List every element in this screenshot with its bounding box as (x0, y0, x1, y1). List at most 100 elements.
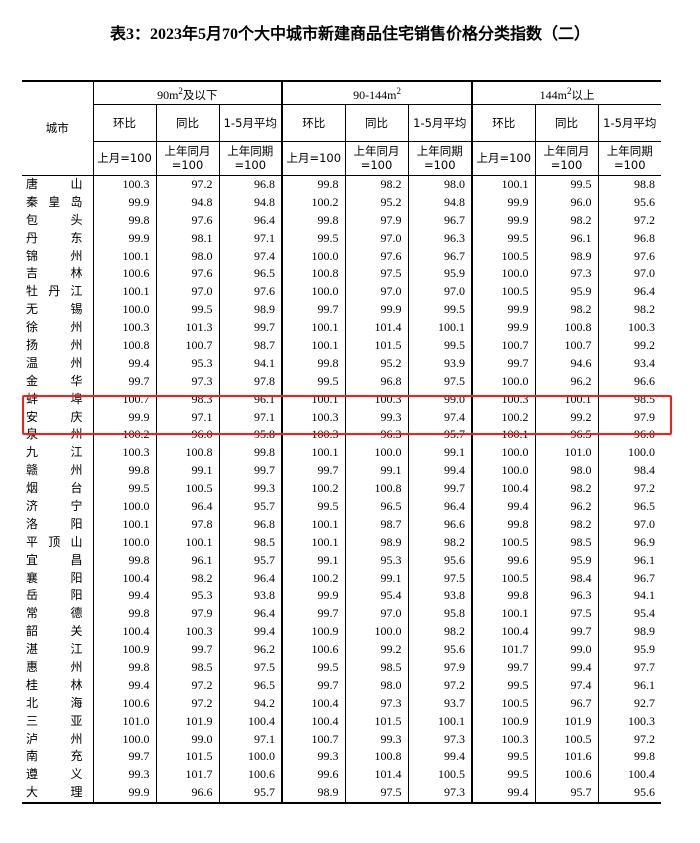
index-value: 101.3 (155, 318, 219, 337)
index-value: 99.9 (92, 193, 156, 212)
index-value: 99.8 (92, 658, 156, 677)
index-value: 99.7 (471, 658, 536, 677)
index-value: 97.2 (597, 479, 662, 498)
index-value: 100.5 (471, 569, 536, 587)
index-value: 100.1 (281, 443, 346, 462)
table-row: 温州 99.4 95.3 94.1 99.8 95.2 93.9 99.7 94.6 93.4 (22, 354, 662, 373)
table-row: 安庆 99.9 97.1 97.1 100.3 99.3 97.4 100.2 99.2 97.9 (22, 408, 662, 426)
index-value: 96.2 (534, 497, 599, 516)
index-value: 97.0 (597, 515, 662, 534)
index-value: 99.4 (407, 748, 473, 766)
index-value: 99.7 (92, 748, 156, 766)
index-value: 99.5 (471, 765, 536, 784)
index-value: 99.5 (471, 229, 536, 248)
index-value: 101.5 (344, 336, 409, 355)
index-value: 98.2 (155, 569, 219, 587)
index-value: 97.3 (344, 694, 409, 713)
index-value: 101.6 (534, 748, 599, 766)
city-name: 三亚 (26, 713, 83, 728)
index-value: 95.9 (534, 551, 599, 570)
index-value: 96.1 (597, 676, 662, 695)
index-value: 98.5 (218, 533, 283, 552)
index-value: 96.2 (534, 372, 599, 391)
index-value: 100.0 (344, 622, 409, 641)
index-value: 100.1 (407, 318, 473, 337)
index-value: 98.4 (534, 569, 599, 587)
subheader-1: 同比 (155, 103, 220, 142)
group-header: 90m2及以下 (92, 80, 283, 105)
index-value: 99.1 (281, 551, 346, 570)
index-value: 98.8 (597, 175, 662, 194)
city-name: 常德 (26, 606, 83, 621)
subheader-0: 环比 (471, 103, 536, 142)
index-value: 98.2 (344, 175, 409, 194)
index-value: 100.1 (155, 533, 219, 552)
index-value: 100.8 (344, 479, 409, 498)
index-value: 97.1 (155, 408, 219, 426)
index-value: 95.6 (597, 193, 662, 212)
index-value: 95.9 (407, 264, 473, 283)
city-name: 包头 (26, 212, 83, 227)
index-value: 93.7 (407, 694, 473, 713)
index-value: 95.6 (597, 783, 662, 804)
index-value: 100.3 (281, 408, 346, 426)
table-row: 洛阳 100.1 97.8 96.8 100.1 98.7 96.6 99.8 98.2 97.0 (22, 515, 662, 534)
index-value: 97.6 (155, 264, 219, 283)
index-value: 95.2 (344, 193, 409, 212)
index-value: 95.7 (218, 497, 283, 516)
index-value: 96.2 (218, 640, 283, 659)
base-2: 上年同期=100 (597, 140, 662, 176)
index-value: 100.1 (92, 282, 156, 301)
table-row: 三亚 101.0 101.9 100.4 100.4 101.5 100.1 100.9 101… (22, 712, 662, 731)
index-value: 100.4 (281, 694, 346, 713)
base-0: 上月=100 (281, 140, 346, 176)
index-value: 101.5 (344, 712, 409, 731)
index-value: 99.5 (281, 658, 346, 677)
city-name: 温州 (26, 355, 83, 370)
index-value: 97.7 (597, 658, 662, 677)
index-value: 100.3 (155, 622, 219, 641)
index-value: 99.8 (281, 354, 346, 373)
city-name: 韶关 (26, 624, 83, 639)
index-value: 100.0 (92, 533, 156, 552)
index-value: 100.0 (471, 372, 536, 391)
index-value: 99.5 (471, 748, 536, 766)
index-value: 99.1 (407, 443, 473, 462)
table-row: 金华 99.7 97.3 97.8 99.5 96.8 97.5 100.0 96.2 96.6 (22, 372, 662, 391)
index-value: 99.4 (407, 461, 473, 480)
index-value: 99.7 (92, 372, 156, 391)
index-value: 97.9 (344, 211, 409, 230)
index-value: 94.8 (407, 193, 473, 212)
city-name: 秦皇岛 (26, 194, 83, 209)
index-value: 99.1 (344, 461, 409, 480)
table-row: 湛江 100.9 99.7 96.2 100.6 99.2 95.6 101.7 99.0 95.… (22, 640, 662, 659)
index-value: 97.3 (407, 730, 473, 748)
index-value: 99.5 (155, 300, 219, 319)
index-value: 101.7 (155, 765, 219, 784)
index-value: 96.6 (407, 515, 473, 534)
index-value: 97.8 (155, 515, 219, 534)
city-header: 城市 (22, 80, 94, 176)
index-value: 100.2 (281, 569, 346, 587)
index-value: 96.7 (407, 247, 473, 265)
index-value: 96.5 (218, 264, 283, 283)
index-value: 97.0 (597, 264, 662, 283)
index-value: 97.3 (534, 264, 599, 283)
index-value: 100.8 (281, 264, 346, 283)
city-name: 惠州 (26, 659, 83, 674)
index-value: 97.1 (218, 229, 283, 248)
city-name: 烟台 (26, 481, 83, 496)
index-value: 96.1 (534, 229, 599, 248)
index-value: 99.7 (471, 354, 536, 373)
index-value: 92.7 (597, 694, 662, 713)
index-value: 99.8 (92, 211, 156, 230)
base-2: 上年同期=100 (407, 140, 473, 176)
index-value: 98.2 (407, 622, 473, 641)
index-value: 98.7 (344, 515, 409, 534)
index-value: 100.1 (281, 515, 346, 534)
city-name: 北海 (26, 695, 83, 710)
table-row: 唐山 100.3 97.2 96.8 99.8 98.2 98.0 100.1 99.5 98.8 (22, 175, 662, 194)
index-value: 99.7 (155, 640, 219, 659)
index-value: 100.4 (471, 622, 536, 641)
index-value: 95.9 (534, 282, 599, 301)
